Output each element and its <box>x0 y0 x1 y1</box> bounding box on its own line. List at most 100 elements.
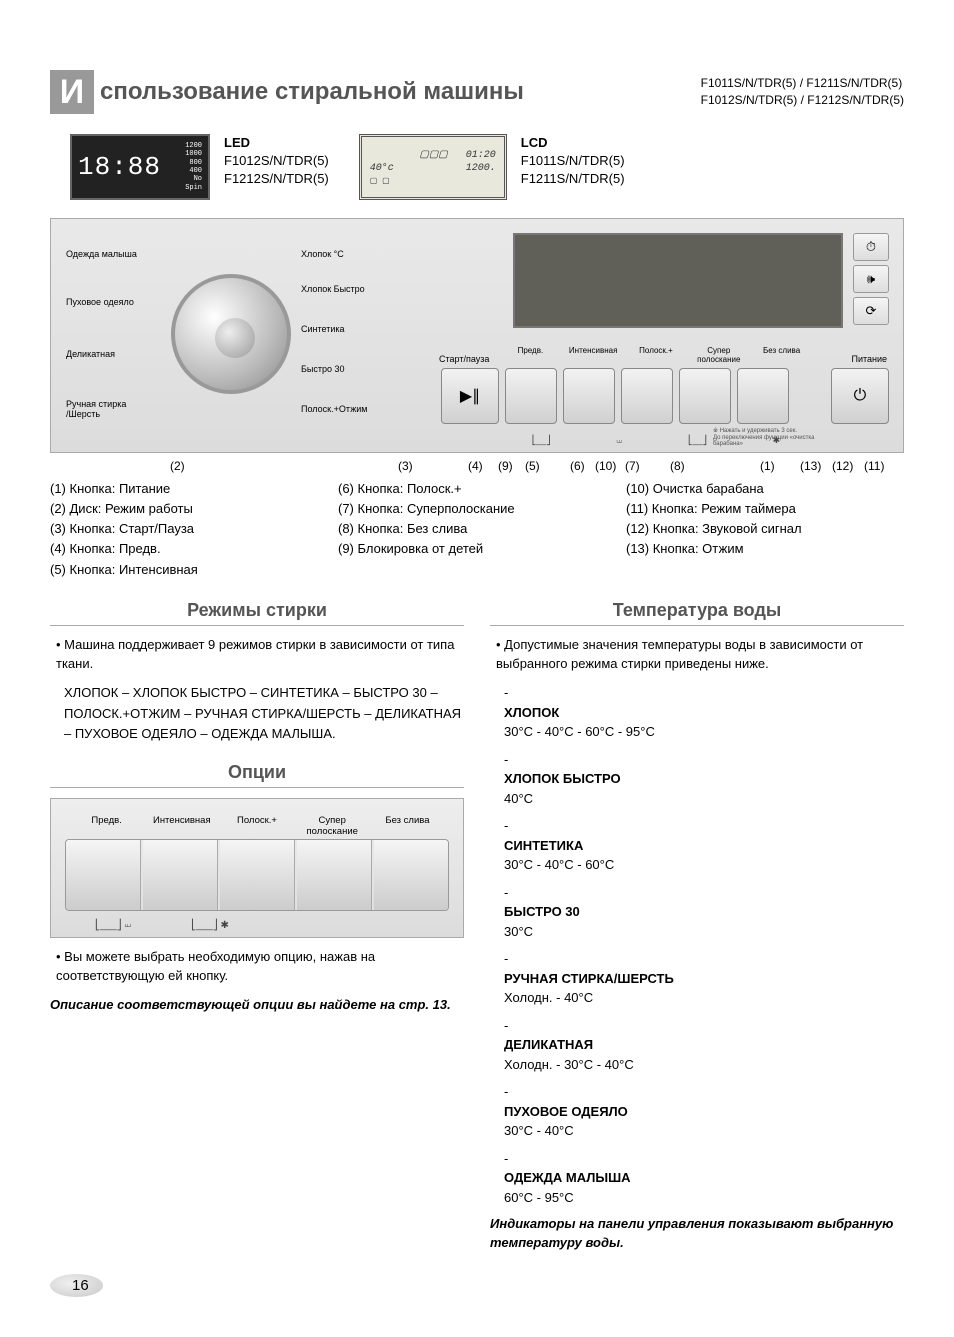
header-models: F1011S/N/TDR(5) / F1211S/N/TDR(5) F1012S… <box>701 75 904 109</box>
legend: (1) Кнопка: Питание (2) Диск: Режим рабо… <box>50 479 904 580</box>
lcd-display-group: ▢▢▢ 01:20 40°c 1200. ▢ ▢ LCD F1011S/N/TD… <box>359 134 625 200</box>
super-rinse-button[interactable] <box>679 368 731 424</box>
control-panel-diagram: Одежда малыша Пуховое одеяло Деликатная … <box>50 218 904 453</box>
callout-8: (8) <box>670 459 685 473</box>
lcd-temp-rpm: 40°c 1200. <box>370 163 496 174</box>
temperature-intro: Допустимые значения температуры воды в з… <box>496 636 904 674</box>
sound-button[interactable]: 🕪 <box>853 265 889 293</box>
lcd-label-title: LCD <box>521 135 548 150</box>
callout-3: (3) <box>398 459 413 473</box>
legend-item: (7) Кнопка: Суперполоскание <box>338 499 616 519</box>
legend-item: (11) Кнопка: Режим таймера <box>626 499 904 519</box>
option-button-labels: Предв. Интенсивная Полоск.+ Супер полоск… <box>499 346 813 364</box>
legend-item: (10) Очистка барабана <box>626 479 904 499</box>
legend-item: (5) Кнопка: Интенсивная <box>50 560 328 580</box>
program-dial[interactable] <box>171 274 291 394</box>
power-button[interactable]: ⏻ <box>831 368 889 424</box>
lbl-rinse: Полоск.+ <box>625 346 688 364</box>
options-title: Опции <box>50 762 464 788</box>
callout-13: (13) <box>800 459 821 473</box>
option-labels: Предв. Интенсивная Полоск.+ Супер полоск… <box>69 815 445 837</box>
dial-lbl-cotton-fast: Хлопок Быстро <box>301 284 365 294</box>
callout-1: (1) <box>760 459 775 473</box>
dial-lbl-baby: Одежда малыша <box>66 249 137 259</box>
lcd-panel: ▢▢▢ 01:20 40°c 1200. ▢ ▢ <box>359 134 507 200</box>
power-label: Питание <box>851 354 887 364</box>
callout-6: (6) <box>570 459 585 473</box>
led-label: LED F1012S/N/TDR(5) F1212S/N/TDR(5) <box>224 134 329 189</box>
rinse-plus-button[interactable] <box>621 368 673 424</box>
opt-btn[interactable] <box>143 840 218 910</box>
timer-button[interactable]: ⏱ <box>853 233 889 261</box>
temp-item: - ОДЕЖДА МАЛЫША60°С - 95°С <box>504 1149 904 1208</box>
dial-lbl-hand: Ручная стирка /Шерсть <box>66 399 126 419</box>
button-row: ▶∥ ⏻ <box>441 368 889 424</box>
legend-item: (4) Кнопка: Предв. <box>50 539 328 559</box>
intensive-button[interactable] <box>563 368 615 424</box>
opt-lbl: Предв. <box>69 815 144 837</box>
opt-lbl: Интенсивная <box>144 815 219 837</box>
opt-btn[interactable] <box>374 840 448 910</box>
panel-hold-note: ※ Нажать и удерживать 3 сек. До переключ… <box>713 428 833 448</box>
opt-btn[interactable] <box>297 840 372 910</box>
legend-item: (3) Кнопка: Старт/Пауза <box>50 519 328 539</box>
left-column: Режимы стирки Машина поддерживает 9 режи… <box>50 600 464 1252</box>
side-button-column: ⏱ 🕪 ⟳ <box>853 233 889 325</box>
temp-item: - РУЧНАЯ СТИРКА/ШЕРСТЬХолодн. - 40°С <box>504 949 904 1008</box>
opt-lbl: Полоск.+ <box>219 815 294 837</box>
display-type-row: 18:88 1200 1000 800 400 No Spin LED F101… <box>50 134 904 200</box>
dial-lbl-synth: Синтетика <box>301 324 345 334</box>
callout-2: (2) <box>170 459 185 473</box>
temp-item: - ДЕЛИКАТНАЯХолодн. - 30°С - 40°С <box>504 1016 904 1075</box>
start-pause-label: Старт/пауза <box>439 354 489 364</box>
tub-clean-button[interactable]: ⟳ <box>853 297 889 325</box>
modes-list: ХЛОПОК – ХЛОПОК БЫСТРО – СИНТЕТИКА – БЫС… <box>64 683 464 743</box>
led-spin-col: 1200 1000 800 400 No Spin <box>185 142 202 192</box>
opt-lbl: Супер полоскание <box>295 815 370 837</box>
page-number: 16 <box>50 1274 904 1297</box>
lbl-prewash: Предв. <box>499 346 562 364</box>
dial-lbl-cotton: Хлопок °С <box>301 249 344 259</box>
temp-item: - СИНТЕТИКА30°С - 40°С - 60°С <box>504 816 904 875</box>
temperature-list: - ХЛОПОК30°С - 40°С - 60°С - 95°С - ХЛОП… <box>504 683 904 1207</box>
led-display-group: 18:88 1200 1000 800 400 No Spin LED F101… <box>70 134 329 200</box>
lower-content: Режимы стирки Машина поддерживает 9 режи… <box>50 600 904 1252</box>
no-drain-button[interactable] <box>737 368 789 424</box>
callout-9: (9) <box>498 459 513 473</box>
temp-item: - ПУХОВОЕ ОДЕЯЛО30°С - 40°С <box>504 1082 904 1141</box>
callout-12: (12) <box>832 459 853 473</box>
prewash-button[interactable] <box>505 368 557 424</box>
opt-btn[interactable] <box>220 840 295 910</box>
callout-10: (10) <box>595 459 616 473</box>
legend-item: (6) Кнопка: Полоск.+ <box>338 479 616 499</box>
legend-item: (9) Блокировка от детей <box>338 539 616 559</box>
legend-col-3: (10) Очистка барабана (11) Кнопка: Режим… <box>626 479 904 580</box>
legend-col-1: (1) Кнопка: Питание (2) Диск: Режим рабо… <box>50 479 328 580</box>
start-pause-button[interactable]: ▶∥ <box>441 368 499 424</box>
options-text: Вы можете выбрать необходимую опцию, наж… <box>56 948 464 986</box>
header-models-line1: F1011S/N/TDR(5) / F1211S/N/TDR(5) <box>701 75 904 92</box>
led-models: F1012S/N/TDR(5) F1212S/N/TDR(5) <box>224 153 329 186</box>
drop-cap: И <box>50 70 94 114</box>
option-under-marks: ⎣___⎦ ⏙ ⎣___⎦ ✱ <box>65 920 449 931</box>
legend-item: (2) Диск: Режим работы <box>50 499 328 519</box>
legend-item: (8) Кнопка: Без слива <box>338 519 616 539</box>
opt-lbl: Без слива <box>370 815 445 837</box>
lcd-time: ▢▢▢ 01:20 <box>370 149 496 161</box>
callout-7: (7) <box>625 459 640 473</box>
opt-btn[interactable] <box>66 840 141 910</box>
dial-lbl-delicate: Деликатная <box>66 349 115 359</box>
lbl-intensive: Интенсивная <box>562 346 625 364</box>
lbl-super-rinse: Супер полоскание <box>687 346 750 364</box>
options-panel: Предв. Интенсивная Полоск.+ Супер полоск… <box>50 798 464 938</box>
display-slot <box>513 233 843 328</box>
temperature-title: Температура воды <box>490 600 904 626</box>
lcd-label: LCD F1011S/N/TDR(5) F1211S/N/TDR(5) <box>521 134 625 189</box>
led-panel: 18:88 1200 1000 800 400 No Spin <box>70 134 210 200</box>
temp-item: - БЫСТРО 3030°С <box>504 883 904 942</box>
temp-item: - ХЛОПОК БЫСТРО40°С <box>504 750 904 809</box>
callout-4: (4) <box>468 459 483 473</box>
modes-intro: Машина поддерживает 9 режимов стирки в з… <box>56 636 464 674</box>
options-note: Описание соответствующей опции вы найдет… <box>50 996 464 1014</box>
dial-lbl-quick30: Быстро 30 <box>301 364 345 374</box>
